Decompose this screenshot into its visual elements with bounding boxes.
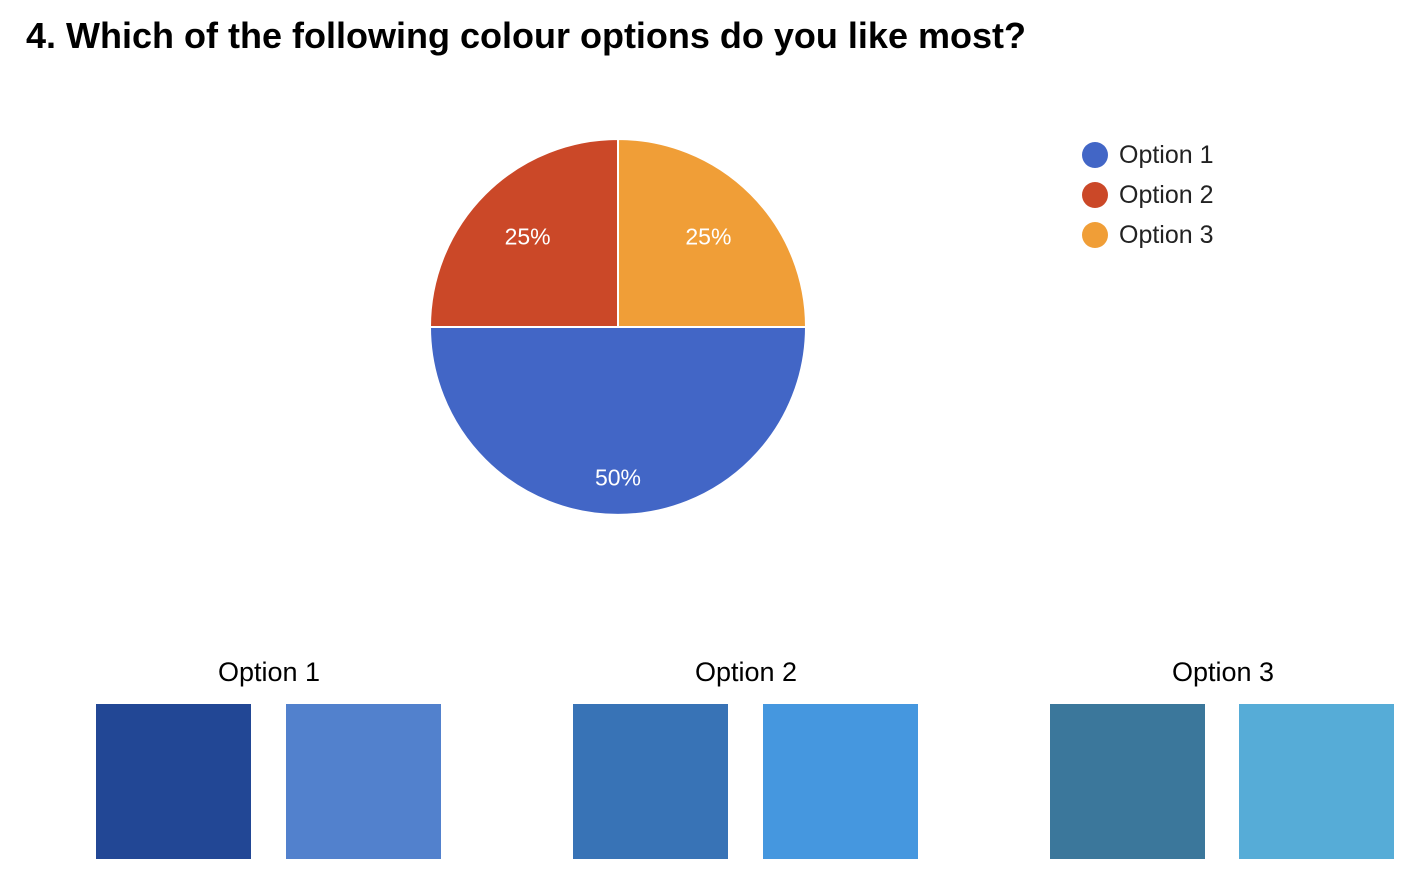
swatch-group-title: Option 1: [217, 657, 321, 687]
color-swatch-light: [286, 704, 441, 859]
pie-slice-label: 25%: [505, 224, 551, 250]
legend-label: Option 2: [1119, 180, 1214, 209]
legend-label: Option 1: [1119, 140, 1214, 169]
pie-slice-option-1[interactable]: [428, 326, 808, 516]
swatch-group-option-3: Option 3: [1050, 650, 1396, 859]
pie-slice-option-2[interactable]: [428, 137, 619, 328]
legend-item-option-2[interactable]: Option 2: [1082, 175, 1214, 215]
color-swatch-dark: [573, 704, 728, 859]
swatch-group-option-1: Option 1: [96, 650, 442, 859]
question-title: 4. Which of the following colour options…: [26, 15, 1026, 56]
pie-slice-label: 50%: [595, 464, 641, 490]
legend-dot-icon: [1082, 182, 1108, 208]
legend-item-option-1[interactable]: Option 1: [1082, 135, 1214, 175]
legend-item-option-3[interactable]: Option 3: [1082, 215, 1214, 255]
legend-label: Option 3: [1119, 220, 1214, 249]
pie-slices: [428, 137, 808, 516]
color-swatch-dark: [1050, 704, 1205, 859]
color-swatch-light: [763, 704, 918, 859]
swatch-group-option-2: Option 2: [573, 650, 919, 859]
pie-labels: 50% 25% 25%: [505, 224, 732, 491]
color-swatch-light: [1239, 704, 1394, 859]
chart-legend: Option 1 Option 2 Option 3: [1082, 135, 1214, 255]
legend-dot-icon: [1082, 142, 1108, 168]
pie-slice-label: 25%: [685, 224, 731, 250]
pie-slice-option-3[interactable]: [617, 137, 808, 328]
swatch-group-title: Option 3: [1171, 657, 1275, 687]
legend-dot-icon: [1082, 222, 1108, 248]
swatch-group-title: Option 2: [694, 657, 798, 687]
color-swatch-dark: [96, 704, 251, 859]
